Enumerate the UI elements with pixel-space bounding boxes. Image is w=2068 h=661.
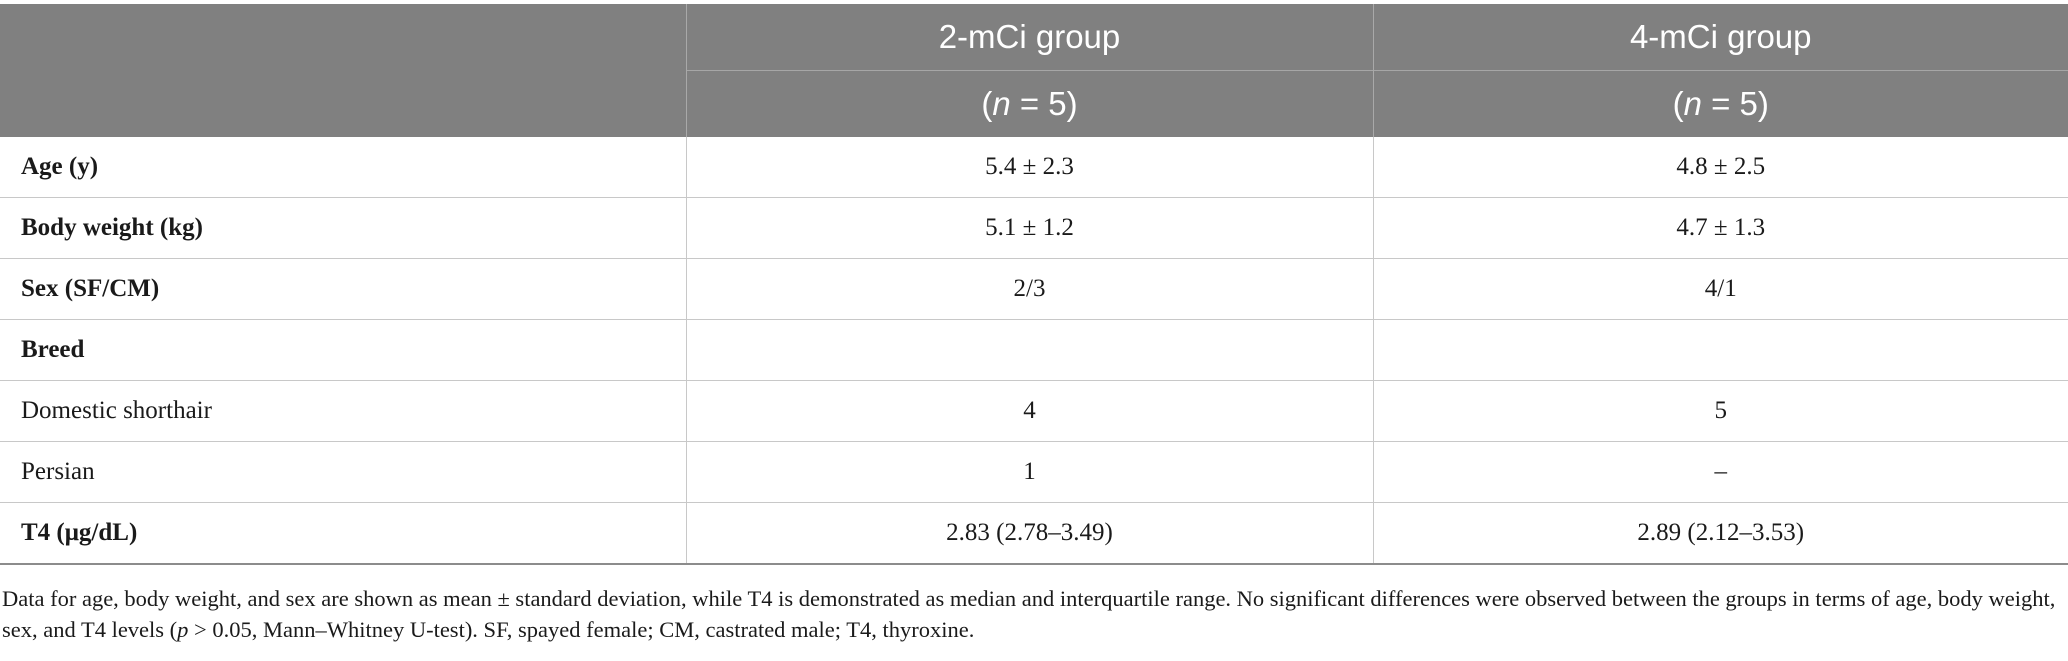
cell-4mci: 5 (1373, 380, 2068, 442)
cell-2mci: 2/3 (686, 258, 1374, 320)
n-value: = 5) (1010, 85, 1078, 122)
cell-4mci: 4/1 (1373, 258, 2068, 320)
footnote-p-variable: p (177, 617, 189, 642)
header-col-4mci-title: 4-mCi group (1372, 4, 2068, 71)
header-col-2mci-n: (n = 5) (685, 70, 1374, 137)
row-label: Sex (SF/CM) (0, 258, 687, 320)
n-open: ( (1672, 85, 1684, 122)
n-variable: n (1683, 85, 1702, 122)
table-row: T4 (μg/dL) 2.83 (2.78–3.49) 2.89 (2.12–3… (0, 502, 2068, 565)
cell-4mci: – (1373, 441, 2068, 503)
footnote-text-end: > 0.05, Mann–Whitney U-test). SF, spayed… (188, 617, 975, 642)
cell-2mci (686, 319, 1374, 381)
cell-2mci: 5.4 ± 2.3 (686, 137, 1374, 198)
cell-2mci: 2.83 (2.78–3.49) (686, 502, 1374, 565)
header-col-2mci-title: 2-mCi group (685, 4, 1374, 71)
table-header: 2-mCi group 4-mCi group (n = 5) (n = 5) (0, 4, 2068, 137)
cell-4mci: 2.89 (2.12–3.53) (1373, 502, 2068, 565)
data-table: 2-mCi group 4-mCi group (n = 5) (n = 5) … (0, 4, 2068, 565)
cell-4mci: 4.8 ± 2.5 (1373, 137, 2068, 198)
row-label: T4 (μg/dL) (0, 502, 687, 565)
n-open: ( (981, 85, 993, 122)
table-row: Domestic shorthair 4 5 (0, 380, 2068, 442)
table-row: Age (y) 5.4 ± 2.3 4.8 ± 2.5 (0, 137, 2068, 198)
header-col-4mci-n: (n = 5) (1372, 70, 2068, 137)
cell-2mci: 1 (686, 441, 1374, 503)
cell-2mci: 4 (686, 380, 1374, 442)
cell-4mci: 4.7 ± 1.3 (1373, 197, 2068, 259)
header-corner-cell (0, 4, 687, 137)
header-row-titles: 2-mCi group 4-mCi group (0, 4, 2068, 137)
header-row-counts: (n = 5) (n = 5) (0, 70, 2068, 137)
row-label: Age (y) (0, 137, 687, 198)
row-label: Breed (0, 319, 687, 381)
table-body: Age (y) 5.4 ± 2.3 4.8 ± 2.5 Body weight … (0, 137, 2068, 565)
table-row: Body weight (kg) 5.1 ± 1.2 4.7 ± 1.3 (0, 197, 2068, 259)
table-row: Sex (SF/CM) 2/3 4/1 (0, 258, 2068, 320)
row-label: Body weight (kg) (0, 197, 687, 259)
footnote-text-start: Data for age, body weight, and sex are s… (2, 586, 2056, 642)
table-row: Persian 1 – (0, 441, 2068, 503)
cell-4mci (1373, 319, 2068, 381)
cell-2mci: 5.1 ± 1.2 (686, 197, 1374, 259)
table-row: Breed (0, 319, 2068, 381)
table-footnote: Data for age, body weight, and sex are s… (2, 583, 2062, 645)
n-variable: n (992, 85, 1011, 122)
row-label: Domestic shorthair (0, 380, 687, 442)
row-label: Persian (0, 441, 687, 503)
n-value: = 5) (1701, 85, 1769, 122)
